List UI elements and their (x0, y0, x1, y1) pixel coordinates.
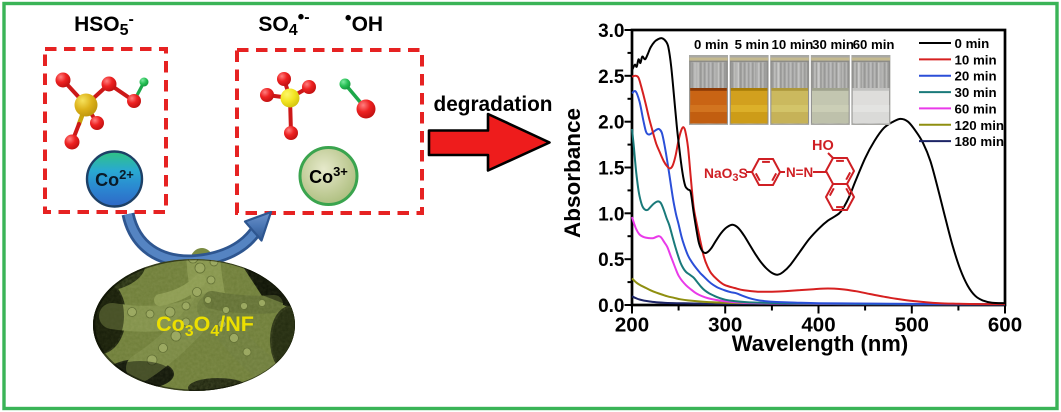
svg-text:20 min: 20 min (955, 69, 997, 84)
svg-text:600: 600 (988, 314, 1022, 337)
svg-text:SO4•-: SO4•- (258, 7, 309, 39)
svg-text:120 min: 120 min (955, 118, 1005, 133)
svg-text:10 min: 10 min (955, 52, 997, 67)
svg-text:degradation: degradation (433, 93, 552, 116)
svg-text:0.0: 0.0 (598, 296, 624, 317)
svg-text:0 min: 0 min (694, 37, 728, 52)
svg-text:5 min: 5 min (735, 37, 769, 52)
svg-text:300: 300 (708, 314, 742, 337)
svg-text:Wavelength (nm): Wavelength (nm) (732, 331, 908, 356)
svg-text:500: 500 (895, 314, 929, 337)
svg-text:0 min: 0 min (955, 36, 990, 51)
svg-text:30 min: 30 min (955, 85, 997, 100)
svg-text:10 min: 10 min (772, 37, 814, 52)
svg-text:180 min: 180 min (955, 134, 1005, 149)
svg-text:1.0: 1.0 (598, 204, 624, 225)
svg-text:400: 400 (801, 314, 835, 337)
svg-text:HSO5-: HSO5- (74, 11, 134, 39)
svg-text:60 min: 60 min (955, 101, 997, 116)
svg-text:2.0: 2.0 (598, 113, 624, 134)
svg-text:Absorbance: Absorbance (560, 108, 585, 238)
svg-text:2.5: 2.5 (598, 67, 625, 88)
svg-text:Co3O4/NF: Co3O4/NF (156, 312, 254, 340)
svg-text:0.5: 0.5 (598, 250, 625, 271)
svg-text:30 min: 30 min (812, 37, 854, 52)
svg-text:NaO3S: NaO3S (704, 166, 748, 184)
svg-text:HO: HO (812, 138, 834, 154)
svg-text:1.5: 1.5 (598, 159, 625, 180)
svg-text:60 min: 60 min (853, 37, 895, 52)
svg-text:N=N: N=N (786, 165, 813, 180)
svg-text:3.0: 3.0 (598, 21, 624, 42)
svg-text:•OH: •OH (345, 8, 383, 36)
svg-text:200: 200 (615, 314, 649, 337)
